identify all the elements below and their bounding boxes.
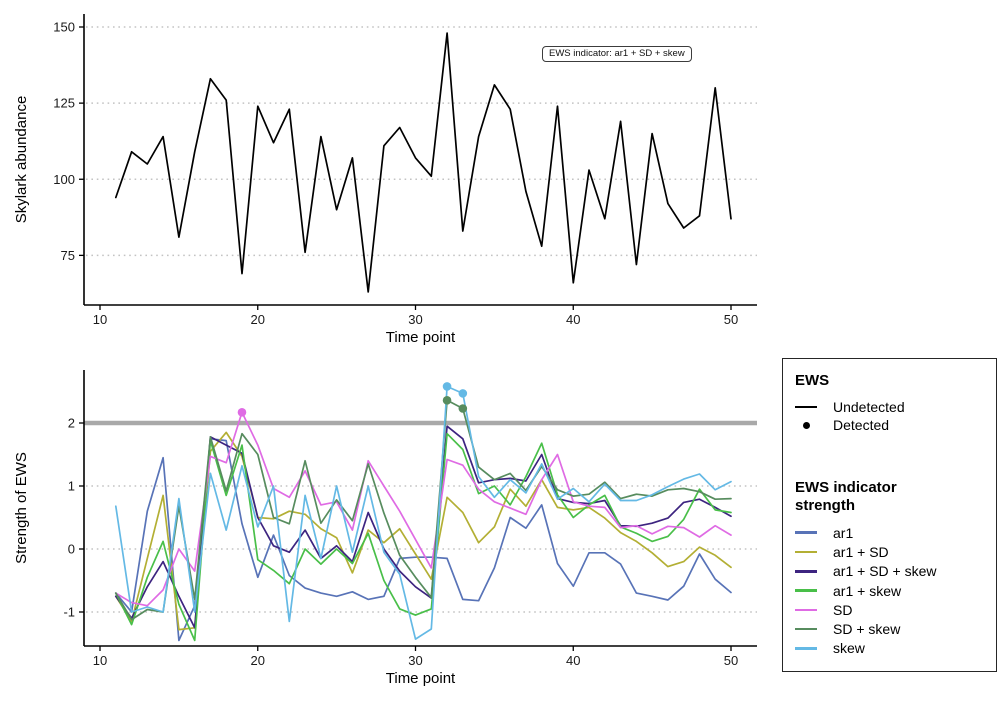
line-swatch-icon <box>795 647 817 650</box>
dot-swatch-icon <box>795 421 817 429</box>
line-swatch-icon <box>795 627 817 631</box>
y-tick-label: 150 <box>53 20 75 35</box>
line-swatch-icon <box>795 550 817 554</box>
legend-item: ar1 + SD + skew <box>795 562 990 581</box>
line-swatch-icon <box>795 531 817 534</box>
detected-point <box>442 396 452 405</box>
legend-indicator-items: ar1 ar1 + SD ar1 + SD + skew ar1 + skew SD SD… <box>795 523 990 658</box>
x-tick-label: 40 <box>566 312 580 327</box>
legend-indicator-title: EWS indicator strength <box>795 479 897 514</box>
x-axis-title: Time point <box>386 670 456 687</box>
legend-item-label: Detected <box>833 417 890 433</box>
series-line-sd <box>114 411 732 607</box>
legend-item-label: ar1 + skew <box>833 582 902 599</box>
legend-item: Undetected <box>795 398 990 416</box>
x-tick-label: 40 <box>566 653 580 668</box>
legend-item: SD <box>795 600 990 619</box>
series-line-skew <box>114 385 732 640</box>
y-tick-label: 75 <box>61 248 75 263</box>
y-axis-title: Skylark abundance <box>13 96 30 224</box>
x-tick-label: 30 <box>408 653 422 668</box>
y-tick-label: 0 <box>68 542 75 557</box>
x-tick-label: 10 <box>93 312 107 327</box>
legend-ews-items: Undetected Detected <box>795 398 990 434</box>
line-swatch-icon <box>795 608 817 612</box>
y-tick-label: 100 <box>53 172 75 187</box>
y-tick-label: 1 <box>68 479 75 494</box>
line-swatch-icon <box>795 589 817 592</box>
x-tick-label: 50 <box>724 653 738 668</box>
x-tick-label: 20 <box>251 653 265 668</box>
legend-item-label: SD <box>833 601 853 618</box>
y-tick-label: 125 <box>53 96 75 111</box>
series-line-ar1-skew <box>114 432 732 642</box>
line-swatch-icon <box>795 405 817 409</box>
legend-ews-title: EWS <box>795 372 830 389</box>
y-axis-title: Strength of EWS <box>13 452 30 564</box>
legend-item-label: Undetected <box>833 399 905 415</box>
legend-item: skew <box>795 639 990 658</box>
detected-point <box>442 382 452 391</box>
legend-item-label: skew <box>833 640 865 657</box>
x-tick-label: 10 <box>93 653 107 668</box>
detected-point <box>237 407 247 417</box>
legend-item-label: ar1 <box>833 524 854 541</box>
legend-item: SD + skew <box>795 619 990 638</box>
legend-item-label: ar1 + SD <box>833 543 889 560</box>
legend-panel: EWS Undetected Detected EWS indicator str… <box>782 358 997 672</box>
x-axis-title: Time point <box>386 329 456 346</box>
legend-item: ar1 <box>795 523 990 542</box>
series-line-ar1 <box>114 437 732 642</box>
series-line-sd-skew <box>114 399 732 621</box>
legend-item: Detected <box>795 416 990 434</box>
legend-item: ar1 + SD <box>795 542 990 561</box>
x-tick-label: 30 <box>408 312 422 327</box>
x-tick-label: 50 <box>724 312 738 327</box>
legend-item-label: ar1 + SD + skew <box>833 563 937 580</box>
ews-indicator-annotation: EWS indicator: ar1 + SD + skew <box>542 46 692 62</box>
y-tick-label: 2 <box>68 416 75 431</box>
series-line-abundance <box>114 32 732 293</box>
detected-point <box>458 404 468 413</box>
y-tick-label: -1 <box>63 605 75 620</box>
line-swatch-icon <box>795 569 817 573</box>
detected-point <box>458 389 468 398</box>
abundance-chart: 75 100 125 150 10 20 30 40 50 Time point Skylark a… <box>13 14 757 346</box>
ews-strength-chart: -1 0 1 2 10 20 30 40 50 Time point Strength of EWS <box>13 370 757 687</box>
legend-item-label: SD + skew <box>833 621 901 638</box>
x-tick-label: 20 <box>251 312 265 327</box>
legend-item: ar1 + skew <box>795 581 990 600</box>
